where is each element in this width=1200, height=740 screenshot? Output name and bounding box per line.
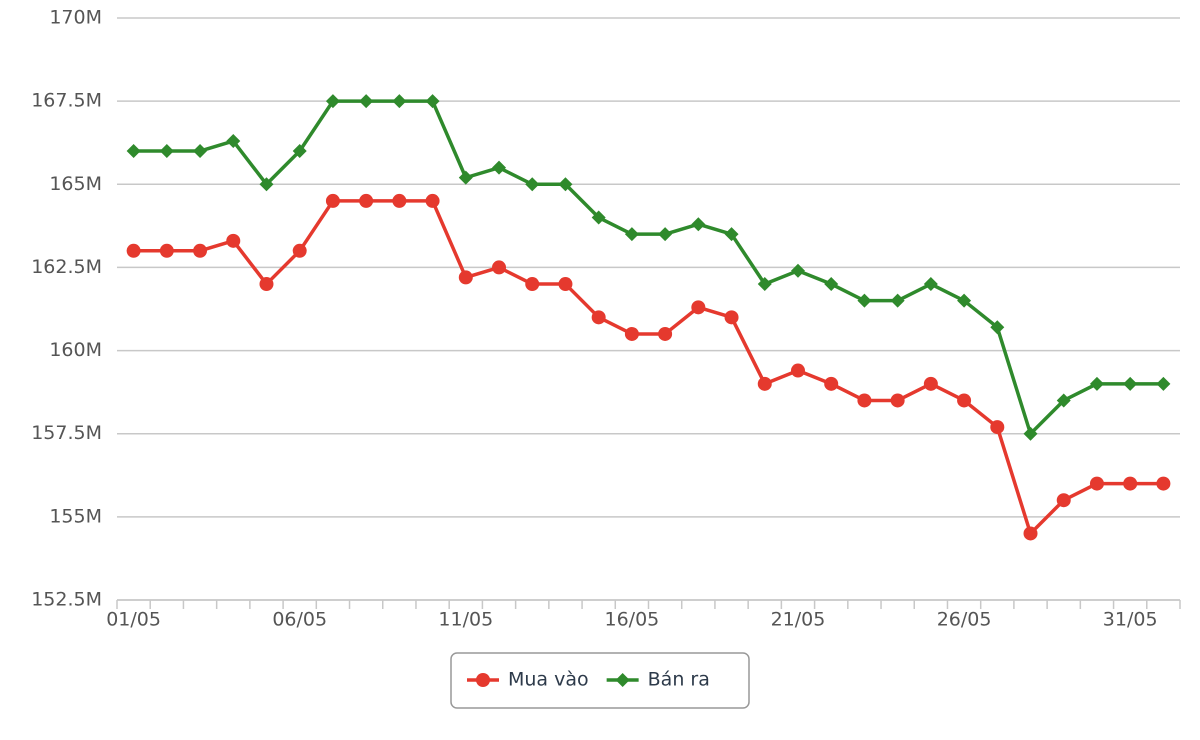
point — [359, 94, 374, 109]
point — [492, 260, 507, 275]
point — [591, 210, 606, 225]
y-tick-label: 167.5M — [31, 90, 102, 112]
point — [591, 310, 606, 325]
point — [259, 277, 274, 292]
x-tick-label: 31/05 — [1103, 609, 1158, 631]
point — [392, 193, 407, 208]
point — [359, 193, 374, 208]
point — [292, 243, 307, 258]
point — [691, 300, 706, 315]
point — [226, 134, 241, 149]
point — [126, 144, 141, 159]
legend-marker — [615, 673, 630, 687]
legend-label[interactable]: Mua vào — [508, 669, 589, 691]
point — [658, 227, 673, 242]
point — [525, 277, 540, 292]
point — [824, 277, 839, 292]
point — [259, 177, 274, 192]
point — [425, 193, 440, 208]
legend-marker — [476, 673, 490, 687]
point — [824, 376, 839, 391]
x-tick-label: 26/05 — [937, 609, 992, 631]
legend-box — [450, 652, 750, 709]
point — [957, 293, 972, 308]
point — [159, 243, 174, 258]
point — [325, 94, 340, 109]
point — [1089, 376, 1104, 391]
point — [724, 227, 739, 242]
point — [1156, 476, 1171, 491]
y-tick-label: 165M — [49, 173, 102, 195]
point — [624, 227, 639, 242]
point — [126, 243, 141, 258]
series-line — [133, 199, 1164, 536]
point — [857, 393, 872, 408]
point — [890, 393, 905, 408]
point — [325, 193, 340, 208]
point — [724, 310, 739, 325]
point — [1123, 376, 1138, 391]
point — [990, 320, 1005, 335]
y-tick-label: 170M — [49, 7, 102, 29]
point — [1089, 476, 1104, 491]
point — [558, 277, 573, 292]
series-line — [133, 99, 1164, 436]
point — [957, 393, 972, 408]
x-tick-label: 11/05 — [438, 609, 493, 631]
point — [226, 233, 241, 248]
y-tick-label: 162.5M — [31, 256, 102, 278]
x-tick-label: 16/05 — [605, 609, 660, 631]
y-tick-label: 155M — [49, 505, 102, 527]
point — [757, 376, 772, 391]
point — [425, 94, 440, 109]
point — [292, 144, 307, 159]
point — [1056, 493, 1071, 508]
point — [1123, 476, 1138, 491]
y-tick-label: 157.5M — [31, 422, 102, 444]
point — [193, 144, 208, 159]
x-tick-label: 01/05 — [106, 609, 161, 631]
point — [1156, 376, 1171, 391]
point — [458, 170, 473, 185]
point — [525, 177, 540, 192]
point — [923, 277, 938, 292]
point — [990, 420, 1005, 435]
legend-label[interactable]: Bán ra — [648, 669, 710, 691]
point — [458, 270, 473, 285]
point — [1023, 526, 1038, 541]
point — [923, 376, 938, 391]
point — [790, 363, 805, 378]
x-tick-label: 06/05 — [272, 609, 327, 631]
point — [757, 277, 772, 292]
point — [890, 293, 905, 308]
point — [624, 326, 639, 341]
point — [1056, 393, 1071, 408]
y-tick-label: 152.5M — [31, 589, 102, 611]
point — [392, 94, 407, 109]
point — [193, 243, 208, 258]
point — [658, 326, 673, 341]
point — [492, 160, 507, 175]
point — [857, 293, 872, 308]
point — [790, 263, 805, 278]
point — [159, 144, 174, 159]
x-tick-label: 21/05 — [771, 609, 826, 631]
y-tick-label: 160M — [49, 339, 102, 361]
point — [558, 177, 573, 192]
point — [1023, 426, 1038, 441]
point — [691, 217, 706, 232]
